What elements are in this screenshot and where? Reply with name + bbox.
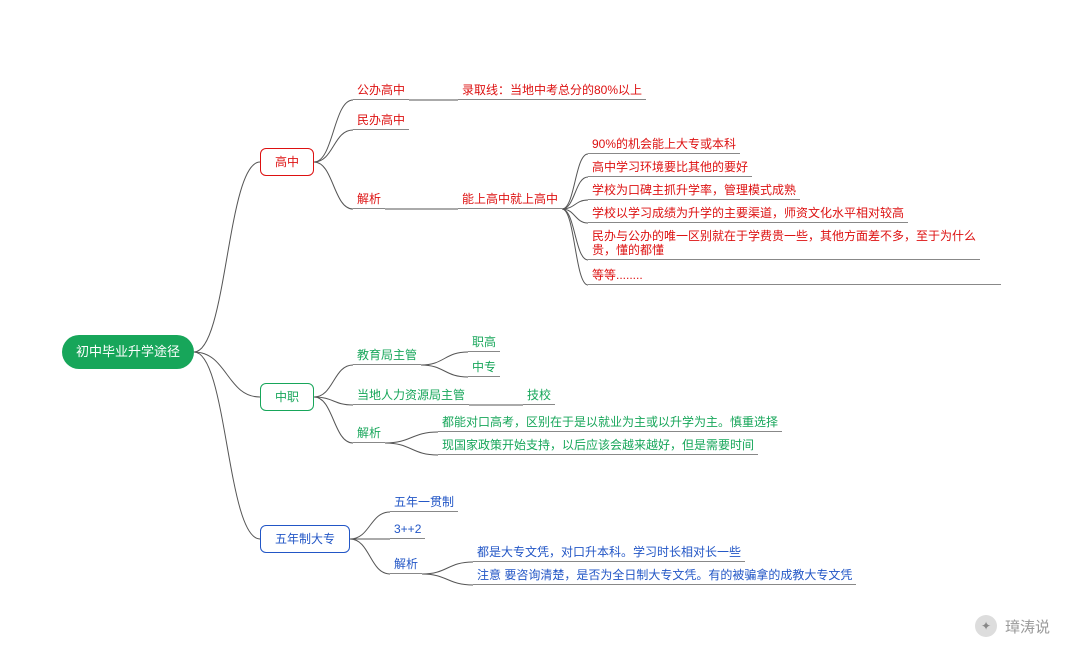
gz-jiexi-mid: 能上高中就上高中 [458,192,562,209]
zz-jx1: 都能对口高考，区别在于是以就业为主或以升学为主。慎重选择 [438,415,782,432]
gz-minban: 民办高中 [353,113,409,130]
zz-zhigao: 职高 [468,335,500,352]
gz-gongban: 公办高中 [353,83,409,100]
wn-jiexi: 解析 [390,557,422,574]
wn-wn: 五年一贯制 [390,495,458,512]
watermark: ✦ 璋涛说 [975,615,1050,637]
gz-pt4: 学校以学习成绩为升学的主要渠道，师资文化水平相对较高 [588,206,908,223]
zz-zhzhu: 中专 [468,360,500,377]
zz-rlzy: 当地人力资源局主管 [353,388,469,405]
gz-pt1: 90%的机会能上大专或本科 [588,137,740,154]
branch-gaozhong: 高中 [260,148,314,176]
gz-pt5-line1: 民办与公办的唯一区别就在于学费贵一些，其他方面差不多，至于为什么 [592,229,976,243]
gz-pt5-line2: 贵，懂的都懂 [592,243,664,257]
mindmap-root: 初中毕业升学途径 [62,335,194,369]
zz-jx2: 现国家政策开始支持，以后应该会越来越好，但是需要时间 [438,438,758,455]
gz-pt3: 学校为口碑主抓升学率，管理模式成熟 [588,183,800,200]
gz-gongban-note: 录取线：当地中考总分的80%以上 [458,83,646,100]
gz-pt2: 高中学习环境要比其他的要好 [588,160,752,177]
zz-jixiao: 技校 [523,388,555,405]
wn-tpt: 3++2 [390,522,425,539]
zz-jiexi: 解析 [353,426,385,443]
gz-pt5: 民办与公办的唯一区别就在于学费贵一些，其他方面差不多，至于为什么 贵，懂的都懂 [588,229,980,260]
gz-jiexi: 解析 [353,192,385,209]
gz-pt6: 等等........ [588,268,1001,285]
wechat-icon: ✦ [975,615,997,637]
watermark-text: 璋涛说 [1005,616,1050,637]
wn-jx1: 都是大专文凭，对口升本科。学习时长相对长一些 [473,545,745,562]
branch-zhongzhi: 中职 [260,383,314,411]
wn-jx2: 注意 要咨询清楚，是否为全日制大专文凭。有的被骗拿的成教大专文凭 [473,568,856,585]
branch-wunian: 五年制大专 [260,525,350,553]
zz-jyj: 教育局主管 [353,348,421,365]
